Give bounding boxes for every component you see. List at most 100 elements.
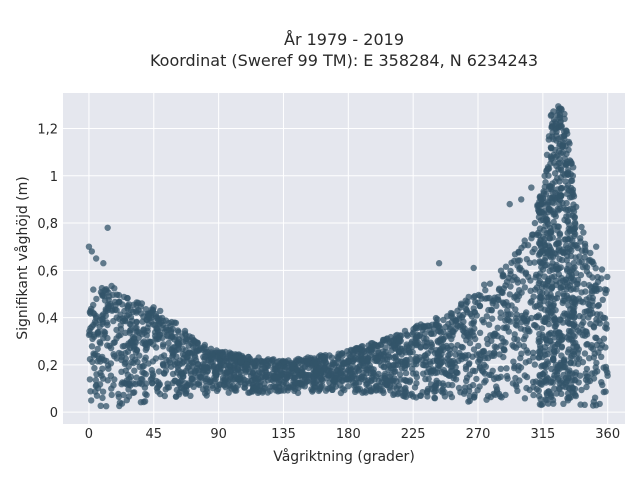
data-point — [570, 309, 577, 317]
data-point — [481, 281, 488, 288]
data-point — [172, 393, 180, 400]
data-point — [560, 371, 567, 379]
data-point — [368, 340, 375, 347]
data-point — [563, 257, 570, 264]
data-point — [110, 339, 117, 346]
data-point — [511, 273, 518, 281]
data-point — [383, 381, 391, 389]
data-point — [126, 329, 133, 336]
data-point — [333, 375, 340, 382]
outlier-point — [100, 260, 107, 267]
data-point — [535, 348, 542, 356]
data-point — [548, 111, 555, 119]
data-point — [541, 172, 548, 180]
data-point — [458, 301, 465, 309]
data-point — [598, 275, 605, 282]
data-point — [133, 299, 140, 306]
data-point — [407, 340, 415, 347]
data-point — [355, 375, 363, 382]
data-point — [99, 291, 107, 299]
y-tick-label: 0,8 — [37, 217, 58, 232]
data-point — [174, 327, 182, 334]
data-point — [317, 385, 324, 392]
data-point — [165, 339, 172, 347]
data-point — [184, 364, 191, 371]
data-point — [550, 356, 557, 364]
data-point — [565, 336, 572, 343]
data-point — [570, 164, 577, 171]
data-point — [570, 285, 577, 292]
data-point — [142, 341, 149, 349]
data-point — [295, 384, 302, 391]
y-tick-label: 0,6 — [37, 264, 58, 279]
data-point — [428, 347, 435, 354]
data-point — [261, 384, 269, 392]
data-point — [116, 315, 123, 323]
data-point — [548, 229, 555, 236]
data-point — [598, 379, 605, 386]
data-point — [556, 230, 564, 237]
data-point — [253, 372, 260, 379]
data-point — [95, 328, 102, 336]
data-point — [296, 356, 303, 363]
y-tick-label: 0,4 — [37, 312, 58, 327]
data-point — [518, 267, 525, 274]
data-point — [520, 336, 528, 343]
data-point — [550, 211, 557, 218]
data-point — [124, 295, 131, 302]
data-point — [362, 365, 369, 372]
data-point — [169, 348, 176, 355]
data-point — [479, 316, 486, 324]
data-point — [555, 223, 562, 230]
data-point — [136, 329, 143, 336]
data-point — [564, 267, 571, 274]
data-point — [115, 393, 123, 401]
data-point — [153, 325, 160, 332]
data-point — [521, 284, 529, 291]
data-point — [507, 311, 514, 318]
data-point — [132, 339, 140, 346]
data-point — [553, 250, 560, 258]
data-point — [441, 388, 448, 396]
data-point — [541, 242, 548, 249]
data-point — [536, 288, 544, 296]
data-point — [567, 359, 574, 366]
data-point — [466, 371, 473, 378]
data-point — [149, 358, 157, 365]
data-point — [406, 377, 414, 384]
data-point — [537, 305, 545, 312]
data-point — [103, 403, 110, 410]
data-point — [530, 354, 537, 361]
data-point — [484, 340, 491, 348]
data-point — [459, 344, 466, 351]
data-point — [514, 279, 521, 286]
data-point — [408, 390, 415, 397]
data-point — [586, 355, 593, 362]
data-point — [329, 371, 336, 378]
data-point — [524, 325, 532, 332]
data-point — [579, 359, 587, 366]
data-point — [350, 373, 357, 380]
data-point — [356, 385, 363, 393]
data-point — [561, 160, 568, 167]
data-point — [571, 213, 578, 221]
data-point — [87, 388, 94, 395]
y-tick-label: 0,2 — [37, 359, 58, 374]
data-point — [539, 201, 546, 208]
data-point — [558, 361, 565, 369]
data-point — [558, 390, 565, 397]
data-point — [225, 389, 232, 396]
data-point — [499, 271, 507, 278]
data-point — [123, 397, 130, 404]
x-tick-label: 360 — [595, 427, 620, 442]
data-point — [381, 356, 388, 363]
data-point — [183, 335, 190, 343]
data-point — [335, 350, 342, 357]
data-point — [542, 222, 549, 229]
data-point — [99, 388, 107, 395]
data-point — [491, 350, 498, 357]
outlier-point — [528, 184, 535, 191]
data-point — [92, 382, 100, 390]
data-point — [493, 374, 500, 381]
data-point — [542, 314, 549, 321]
